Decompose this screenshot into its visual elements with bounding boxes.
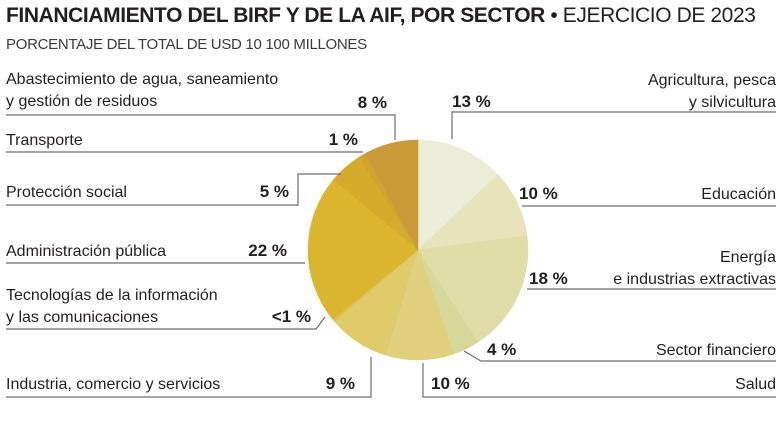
data-label-tecnologias-de-la-informacion-y-las-comunicaciones: <1 % (272, 307, 311, 326)
leader-line-sector-financiero (463, 350, 776, 362)
pie-slice-administracion-publica (307, 179, 419, 320)
category-label-tecnologias-de-la-informacion-y-las-comunicaciones: Tecnologías de la información (6, 287, 218, 304)
pie-slice-energia-e-industrias-extractivas (417, 235, 529, 343)
category-label-transporte: Transporte (6, 132, 83, 149)
data-label-energia-e-industrias-extractivas: 18 % (529, 269, 568, 288)
category-label-agricultura-pesca-y-silvicultura: Agricultura, pesca (648, 72, 776, 89)
chart-subtitle: PORCENTAJE DEL TOTAL DE USD 10 100 MILLO… (6, 36, 367, 53)
category-label-tecnologias-de-la-informacion-y-las-comunicaciones: y las comunicaciones (6, 309, 158, 326)
category-label-salud: Salud (735, 376, 776, 393)
leader-line-proteccion-social (6, 173, 341, 206)
category-label-agricultura-pesca-y-silvicultura: y silvicultura (689, 94, 776, 111)
pie-slice-agricultura-pesca-y-silvicultura (417, 139, 499, 251)
data-label-industria-comercio-y-servicios: 9 % (326, 374, 355, 393)
category-label-educacion: Educación (701, 186, 776, 203)
leader-line-salud (422, 363, 776, 398)
data-label-sector-financiero: 4 % (487, 340, 516, 359)
leader-line-industria-comercio-y-servicios (6, 357, 372, 398)
pie-slices (307, 139, 529, 361)
category-label-abastecimiento-de-agua-saneamiento-y-gestion-de-residuos: Abastecimiento de agua, saneamiento (6, 71, 278, 88)
category-label-sector-financiero: Sector financiero (656, 342, 776, 359)
data-label-educacion: 10 % (519, 184, 558, 203)
data-label-administracion-publica: 22 % (248, 241, 287, 260)
data-label-salud: 10 % (431, 374, 470, 393)
data-label-transporte: 1 % (329, 130, 358, 149)
chart-title: FINANCIAMIENTO DEL BIRF Y DE LA AIF, POR… (6, 4, 756, 28)
leader-line-abastecimiento-de-agua-saneamiento-y-gestion-de-residuos (6, 114, 396, 140)
category-label-administracion-publica: Administración pública (6, 243, 166, 260)
leader-line-agricultura-pesca-y-silvicultura (451, 111, 776, 139)
leader-line-tecnologias-de-la-informacion-y-las-comunicaciones (6, 316, 326, 330)
category-label-energia-e-industrias-extractivas: e industrias extractivas (613, 271, 776, 288)
leader-lines (6, 111, 776, 398)
data-label-agricultura-pesca-y-silvicultura: 13 % (452, 92, 491, 111)
category-label-abastecimiento-de-agua-saneamiento-y-gestion-de-residuos: y gestión de residuos (6, 93, 157, 110)
data-label-proteccion-social: 5 % (260, 182, 289, 201)
category-label-industria-comercio-y-servicios: Industria, comercio y servicios (6, 376, 220, 393)
category-label-energia-e-industrias-extractivas: Energía (720, 249, 776, 266)
category-label-proteccion-social: Protección social (6, 184, 127, 201)
slice-labels: Agricultura, pesca y silvicultura 13 % Educ… (6, 71, 776, 393)
data-label-abastecimiento-de-agua-saneamiento-y-gestion-de-residuos: 8 % (358, 93, 387, 112)
title-bold: FINANCIAMIENTO DEL BIRF Y DE LA AIF, POR… (6, 4, 545, 27)
title-separator: • (544, 4, 563, 27)
title-year: EJERCICIO DE 2023 (562, 4, 756, 27)
pie-slice-abastecimiento-de-agua-saneamiento-y-gestion-de-residuos (364, 139, 419, 251)
